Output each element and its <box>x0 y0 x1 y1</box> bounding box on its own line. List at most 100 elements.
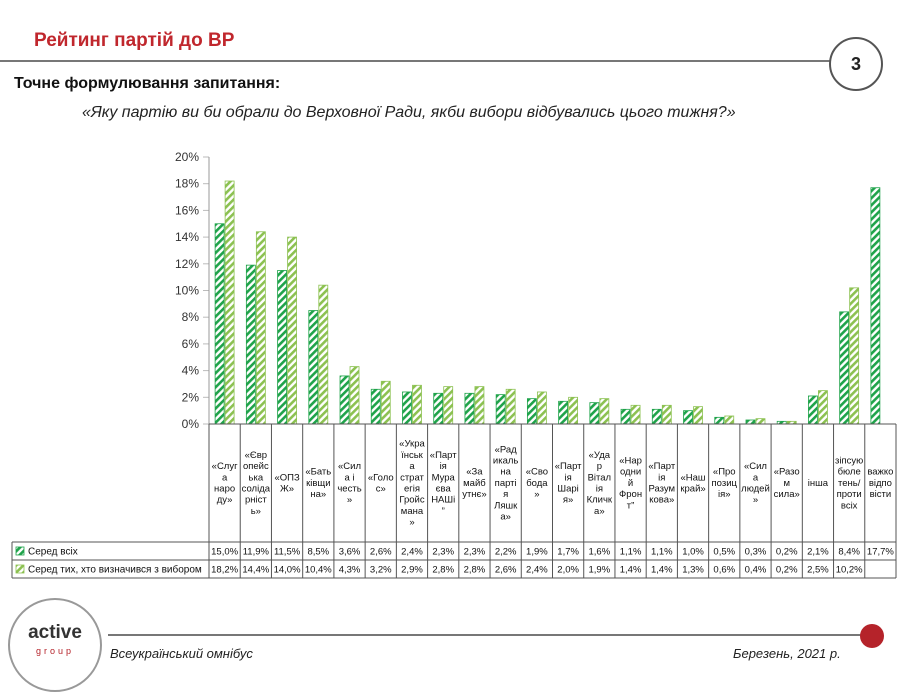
bar-2 <box>599 398 610 425</box>
category-label-line: відпо <box>869 478 892 489</box>
category-label-line: «Євр <box>245 450 267 461</box>
bar-1 <box>370 388 381 425</box>
category-label-line: «Парт <box>555 461 582 472</box>
bar-2 <box>568 396 579 425</box>
data-label: 2,3% <box>464 547 486 558</box>
category-label: «Голо с» <box>368 472 394 494</box>
bar-1 <box>839 311 850 425</box>
logo-text: active <box>28 622 82 643</box>
data-label: 2,9% <box>401 565 423 576</box>
category-label-line: Фрон <box>619 489 642 500</box>
bar-2 <box>474 386 485 425</box>
y-tick-label: 18% <box>175 177 199 191</box>
bar-1 <box>651 408 662 425</box>
legend-label-1: Серед всіх <box>28 547 78 558</box>
bar-1 <box>870 187 881 425</box>
legend-label-2: Серед тих, хто визначився з вибором <box>28 564 202 576</box>
category-label: «Парт ія Разум кова» <box>648 461 675 506</box>
data-label: 0,4% <box>745 565 767 576</box>
category-label-line: а <box>222 472 228 483</box>
bar-1 <box>683 410 693 425</box>
bar-2 <box>505 388 516 425</box>
data-label: 1,4% <box>651 565 673 576</box>
title-divider <box>0 60 840 62</box>
bar-2 <box>349 366 360 425</box>
category-label-line: с» <box>376 484 386 495</box>
category-label: «Сво бода» <box>526 467 549 500</box>
category-label-line: ія <box>440 461 447 472</box>
category-label-line: «Сво <box>526 467 548 478</box>
category-label-line: Ляшк <box>494 500 518 511</box>
category-label-line: «Про <box>713 467 736 478</box>
data-label: 18,2% <box>211 565 238 576</box>
page-title: Рейтинг партій до ВР <box>34 30 235 51</box>
category-label-line: а» <box>594 506 605 517</box>
y-tick-label: 4% <box>182 364 200 378</box>
bar-1 <box>339 375 350 425</box>
category-label-line: ька <box>249 472 264 483</box>
bar-2 <box>661 404 672 425</box>
data-label: 10,2% <box>836 565 863 576</box>
category-label-line: «Голо <box>368 472 394 483</box>
bar-1 <box>308 310 319 425</box>
bar-2 <box>755 418 766 425</box>
bar-1 <box>526 398 537 425</box>
category-label-line: т” <box>627 500 635 511</box>
data-label: 0,2% <box>776 565 798 576</box>
bar-1 <box>245 264 256 425</box>
bar-2 <box>818 390 828 425</box>
data-label: 2,1% <box>807 547 829 558</box>
category-label: «Бать ківщи на» <box>305 467 331 500</box>
category-label-line: » <box>409 517 414 528</box>
category-label-line: а <box>753 472 759 483</box>
category-label-line: Разум <box>648 484 675 495</box>
category-label: важко відпо вісти <box>867 467 893 500</box>
data-label: 11,5% <box>274 547 301 558</box>
category-label-line: інша <box>808 478 829 489</box>
bar-2 <box>412 384 422 425</box>
category-label-line: «Рад <box>495 444 518 455</box>
data-label: 10,4% <box>305 565 332 576</box>
bars <box>214 180 881 425</box>
category-label-line: ія <box>564 472 571 483</box>
category-label-line: вісти <box>870 489 892 500</box>
data-label: 0,5% <box>713 547 735 558</box>
data-label: 2,8% <box>464 565 486 576</box>
category-label-line: я» <box>563 495 573 506</box>
category-label: «Слуг а наро ду» <box>212 461 238 506</box>
category-label-line: ія» <box>718 489 731 500</box>
data-label: 1,0% <box>682 547 704 558</box>
category-label-line: м <box>783 478 790 489</box>
data-label: 1,3% <box>682 565 704 576</box>
data-label: 11,9% <box>243 547 270 558</box>
bar-2 <box>224 180 235 425</box>
footer-dot-icon <box>860 624 884 648</box>
data-label: 1,1% <box>620 547 642 558</box>
category-label-line: «За <box>466 467 483 478</box>
data-label: 8,5% <box>307 547 329 558</box>
data-label: 2,6% <box>370 547 392 558</box>
data-label: 2,2% <box>495 547 517 558</box>
data-label: 3,2% <box>370 565 392 576</box>
data-label: 1,9% <box>589 565 611 576</box>
category-label-line: сила» <box>774 489 800 500</box>
category-label-line: й <box>628 478 633 489</box>
bar-2 <box>255 231 266 425</box>
category-label: «Нар одни й Фрон т” <box>619 456 642 512</box>
category-label-line: «Сил <box>338 461 361 472</box>
category-label: «Разо м сила» <box>774 467 800 500</box>
bar-1 <box>277 270 287 425</box>
bar-2 <box>630 404 641 425</box>
bar-2 <box>693 406 703 425</box>
bar-1 <box>495 394 506 425</box>
y-tick-label: 16% <box>175 203 199 217</box>
data-label: 1,4% <box>620 565 642 576</box>
category-label: «Укра їнськ а страт егія Гройс мана» <box>399 439 425 528</box>
category-label-line: майб <box>463 478 486 489</box>
bar-1 <box>714 416 725 425</box>
category-label: «Парт ія Шарі я» <box>555 461 582 506</box>
bar-2 <box>380 380 391 425</box>
question-text: «Яку партію ви би обрали до Верховної Ра… <box>82 104 736 121</box>
category-label-line: проти <box>837 489 862 500</box>
category-label-line: р <box>597 461 602 472</box>
